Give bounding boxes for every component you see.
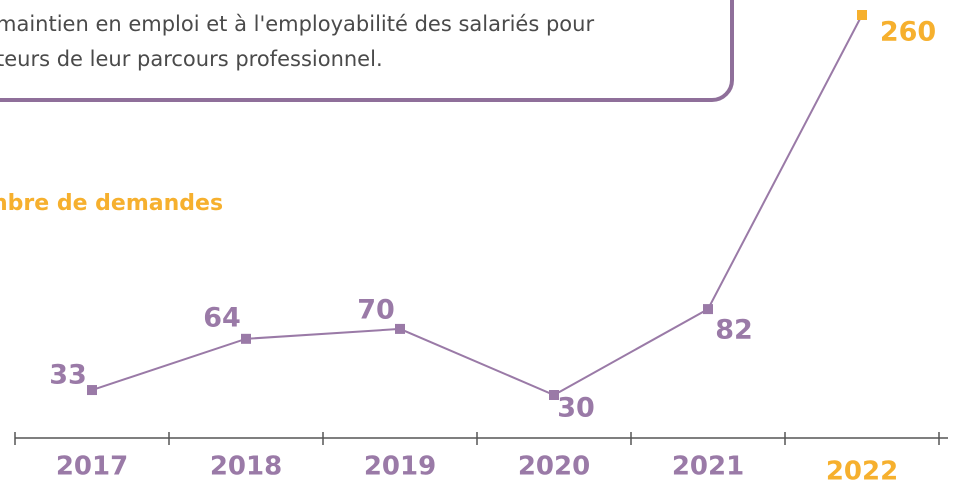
value-label: 70 [357,294,395,325]
value-label: 33 [49,360,87,391]
marker [857,10,867,20]
y-label: nbre de demandes [0,191,223,216]
x-tick-label: 2017 [56,452,128,482]
marker [703,304,713,315]
x-tick-label: 2020 [518,452,590,482]
marker [549,390,559,400]
x-tick-label: 2018 [210,452,282,482]
line [91,14,863,397]
value-label: 64 [203,302,241,333]
value-label: 30 [557,393,595,424]
marker [395,323,405,334]
x-tick-label: 2022 [826,457,898,487]
value-label: 260 [880,17,936,48]
x-tick-label: 2021 [672,452,744,482]
marker [241,333,251,344]
marker [87,385,97,396]
intro-line: maintien en emploi et à l'employabilité … [0,12,595,36]
intro-box: maintien en emploi et à l'employabilité … [0,0,734,102]
intro-line: teurs de leur parcours professionnel. [0,47,383,71]
value-label: 82 [715,315,753,346]
x-tick-label: 2019 [364,452,436,482]
